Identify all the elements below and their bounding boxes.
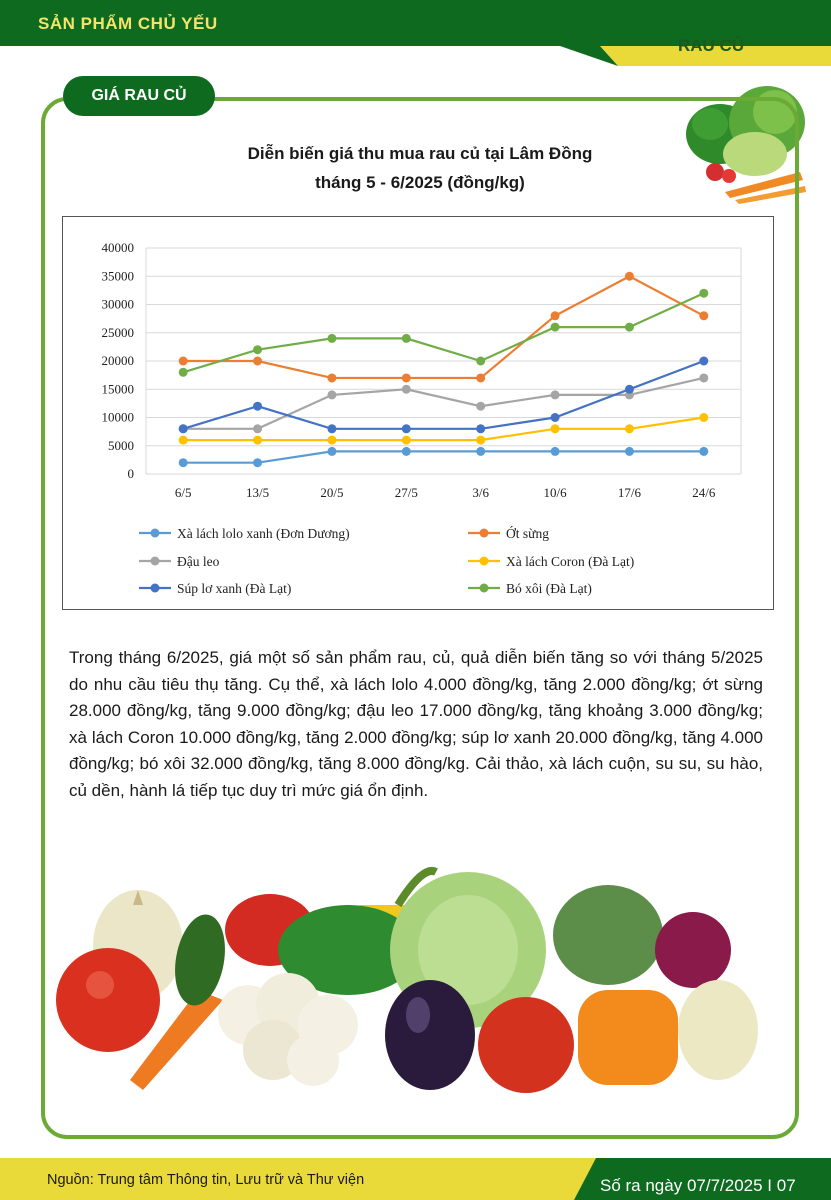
data-point: [327, 424, 337, 434]
legend-marker: [479, 528, 489, 538]
legend-label: Súp lơ xanh (Đà Lạt): [177, 581, 291, 596]
x-tick-label: 20/5: [320, 485, 343, 500]
data-point: [624, 271, 634, 281]
legend-label: Ớt sừng: [506, 526, 549, 541]
page-category-title: SẢN PHẨM CHỦ YẾU: [38, 14, 218, 33]
data-point: [624, 384, 634, 394]
issue-date: Số ra ngày 07/7/2025 I 07: [600, 1176, 796, 1195]
legend-label: Đậu leo: [177, 554, 220, 569]
data-point: [699, 373, 709, 383]
data-point: [327, 435, 337, 445]
data-point: [178, 367, 188, 377]
data-point: [476, 424, 486, 434]
x-tick-label: 27/5: [395, 485, 418, 500]
legend-label: Xà lách lolo xanh (Đơn Dương): [177, 526, 350, 541]
data-point: [476, 373, 486, 383]
chart-container: 0 5000 10000 15000 20000 25000 30000 35000 40000…: [62, 216, 774, 610]
data-point: [401, 435, 411, 445]
x-tick-label: 17/6: [618, 485, 642, 500]
data-point: [699, 311, 709, 321]
chart-title-line1: Diễn biến giá thu mua rau củ tại Lâm Đồn…: [247, 144, 593, 163]
x-tick-label: 6/5: [175, 485, 192, 500]
y-tick-label: 0: [128, 466, 135, 481]
data-point: [253, 356, 263, 366]
legend-marker: [150, 583, 160, 593]
data-point: [550, 446, 560, 456]
data-point: [699, 446, 709, 456]
data-point: [327, 446, 337, 456]
body-paragraph: Trong tháng 6/2025, giá một số sản phẩm …: [69, 648, 763, 800]
data-point: [550, 322, 560, 332]
y-tick-label: 25000: [102, 325, 135, 340]
issue-badge: [574, 1158, 831, 1200]
data-point: [253, 424, 263, 434]
top-header-bar: SẢN PHẨM CHỦ YẾU: [0, 0, 831, 46]
data-point: [699, 356, 709, 366]
series-line: [183, 450, 704, 464]
data-point: [253, 401, 263, 411]
data-point: [401, 424, 411, 434]
legend-marker: [479, 556, 489, 566]
x-tick-label: 10/6: [544, 485, 568, 500]
data-point: [327, 373, 337, 383]
section-pill-label: GIÁ RAU CỦ: [91, 87, 187, 104]
line-chart: 0 5000 10000 15000 20000 25000 30000 35000 40000…: [102, 240, 742, 596]
content-frame: [41, 97, 799, 1139]
section-pill: GIÁ RAU CỦ: [63, 76, 215, 116]
data-point: [699, 288, 709, 298]
y-tick-label: 20000: [102, 353, 135, 368]
data-point: [550, 424, 560, 434]
series-line: [182, 292, 705, 374]
data-point: [253, 458, 263, 468]
data-point: [550, 413, 560, 422]
legend-marker: [150, 556, 160, 566]
vegetables-bottom-illustration: [56, 867, 758, 1093]
legend-marker: [150, 528, 160, 538]
data-point: [327, 333, 337, 343]
data-point: [476, 435, 486, 445]
data-point: [550, 311, 560, 321]
x-tick-label: 3/6: [472, 485, 489, 500]
data-point: [178, 458, 188, 468]
data-point: [253, 435, 263, 445]
y-tick-label: 15000: [102, 381, 135, 396]
data-point: [476, 356, 486, 366]
data-point: [178, 356, 188, 366]
data-point: [401, 384, 411, 394]
legend-label: Bó xôi (Đà Lạt): [506, 581, 592, 596]
source-note: Nguồn: Trung tâm Thông tin, Lưu trữ và T…: [47, 1172, 365, 1188]
data-point: [550, 390, 560, 400]
section-tab-shape: [560, 0, 831, 66]
data-point: [624, 446, 634, 456]
y-tick-label: 40000: [102, 240, 135, 255]
y-tick-label: 35000: [102, 268, 135, 283]
series-line: [183, 275, 705, 380]
chart-title-line2: tháng 5 - 6/2025 (đồng/kg): [315, 173, 525, 192]
legend-marker: [479, 583, 489, 593]
data-point: [476, 446, 486, 456]
x-tick-label: 13/5: [246, 485, 269, 500]
data-point: [699, 413, 709, 422]
y-tick-label: 5000: [108, 438, 134, 453]
data-point: [401, 333, 411, 343]
data-point: [624, 322, 634, 332]
data-point: [327, 390, 337, 400]
x-tick-label: 24/6: [692, 485, 716, 500]
series-line: [182, 359, 705, 430]
data-point: [476, 401, 486, 411]
y-tick-label: 10000: [102, 410, 135, 425]
data-point: [401, 446, 411, 456]
data-point: [624, 424, 634, 434]
section-label: RAU CỦ: [678, 36, 745, 55]
series-line: [183, 416, 704, 442]
y-tick-label: 30000: [102, 297, 135, 312]
data-point: [178, 435, 188, 445]
data-point: [178, 424, 188, 434]
series-line: [183, 376, 705, 430]
data-point: [253, 345, 263, 355]
legend-label: Xà lách Coron (Đà Lạt): [506, 554, 634, 569]
data-point: [401, 373, 411, 383]
